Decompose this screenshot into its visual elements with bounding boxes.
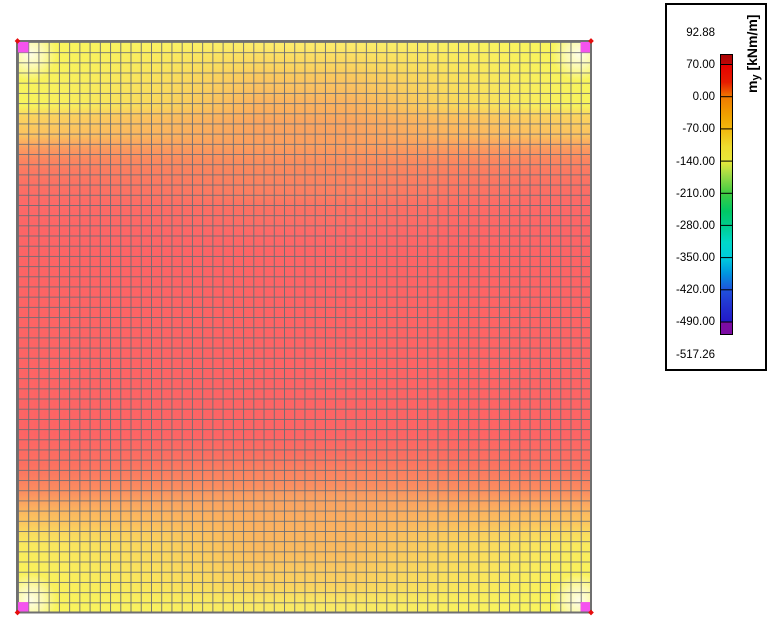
svg-text:my [kNm/m]: my [kNm/m] [744, 15, 762, 93]
